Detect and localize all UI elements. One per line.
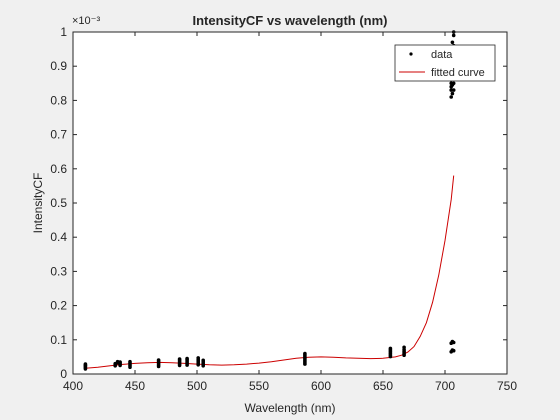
data-point — [303, 351, 307, 356]
legend: data fitted curve — [394, 44, 496, 82]
x-tick-label: 500 — [187, 379, 207, 393]
y-axis-ticks: 0 0.1 0.2 0.3 0.4 0.5 0.6 0.7 0.8 0.9 1 — [50, 25, 507, 381]
data-point — [449, 95, 454, 99]
x-tick-label: 700 — [435, 379, 455, 393]
chart-title: IntensityCF vs wavelength (nm) — [192, 13, 387, 28]
data-point — [450, 91, 455, 96]
data-point — [201, 358, 205, 363]
y-tick-label: 0 — [60, 367, 67, 381]
y-tick-label: 0.7 — [50, 128, 67, 142]
plot-area — [73, 32, 507, 374]
x-tick-label: 550 — [249, 379, 269, 393]
legend-label-fitted-curve: fitted curve — [431, 67, 485, 79]
data-point — [402, 345, 406, 350]
data-point — [196, 356, 200, 360]
y-axis-exponent: ×10⁻³ — [72, 15, 100, 27]
data-point — [177, 357, 182, 361]
data-point — [451, 81, 456, 86]
x-tick-label: 400 — [63, 379, 83, 393]
legend-box — [394, 44, 496, 82]
data-point — [128, 359, 132, 364]
data-point — [451, 88, 456, 92]
data-point — [83, 362, 88, 366]
data-point — [451, 33, 456, 38]
x-tick-label: 450 — [125, 379, 145, 393]
y-tick-label: 1 — [60, 25, 67, 39]
y-tick-label: 0.9 — [50, 59, 67, 73]
data-point — [451, 340, 456, 345]
data-point — [185, 356, 189, 361]
data-point — [450, 40, 455, 45]
legend-label-data: data — [431, 49, 453, 61]
data-point — [118, 360, 122, 364]
data-point — [388, 346, 393, 351]
data-point — [449, 88, 454, 92]
data-point — [451, 348, 456, 353]
y-tick-label: 0.1 — [50, 333, 67, 347]
y-tick-label: 0.8 — [50, 93, 67, 107]
data-point — [156, 358, 161, 362]
x-axis-label: Wavelength (nm) — [245, 401, 336, 415]
y-tick-label: 0.2 — [50, 299, 67, 313]
y-tick-label: 0.4 — [50, 230, 67, 244]
x-tick-label: 650 — [373, 379, 393, 393]
legend-data-marker — [409, 52, 413, 56]
y-axis-label: IntensityCF — [31, 173, 45, 234]
y-tick-label: 0.5 — [50, 196, 67, 210]
x-axis-ticks: 400 450 500 550 600 650 700 750 — [63, 32, 517, 393]
y-tick-label: 0.3 — [50, 264, 67, 278]
x-tick-label: 600 — [311, 379, 331, 393]
x-tick-label: 750 — [497, 379, 517, 393]
y-tick-label: 0.6 — [50, 162, 67, 176]
